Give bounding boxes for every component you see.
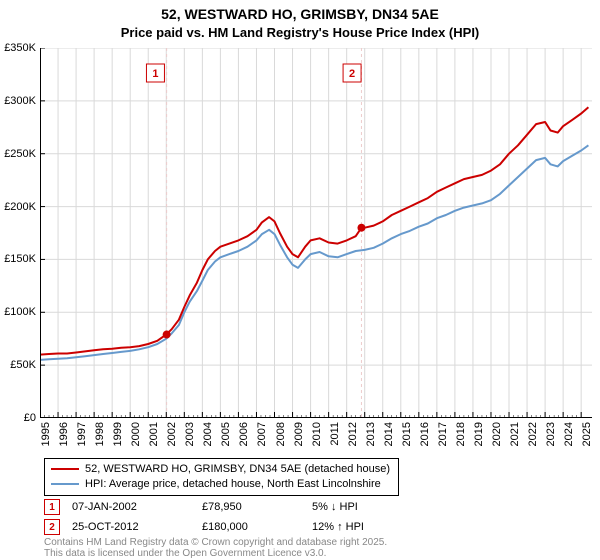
legend-label-property: 52, WESTWARD HO, GRIMSBY, DN34 5AE (deta…: [85, 462, 390, 477]
y-tick-label: £150K: [4, 253, 36, 265]
x-tick-label: 2015: [401, 422, 413, 446]
x-tick-label: 2022: [527, 422, 539, 446]
x-tick-label: 2009: [293, 422, 305, 446]
x-axis-labels: 1995 1996 1997 1998 1999 2000 2001 2002 2003 2004…: [40, 420, 592, 458]
legend-item-hpi: HPI: Average price, detached house, Nort…: [51, 477, 390, 492]
title-line-1: 52, WESTWARD HO, GRIMSBY, DN34 5AE: [0, 6, 600, 24]
y-tick-label: £250K: [4, 148, 36, 160]
x-tick-label: 1996: [58, 422, 70, 446]
y-tick-label: £100K: [4, 306, 36, 318]
y-tick-label: £50K: [10, 359, 36, 371]
x-tick-label: 2007: [256, 422, 268, 446]
sale-summary-rows: 1 07-JAN-2002 £78,950 5% ↓ HPI 2 25-OCT-…: [44, 497, 584, 537]
footer-attribution: Contains HM Land Registry data © Crown c…: [44, 537, 387, 559]
sale-date-1: 07-JAN-2002: [72, 501, 202, 513]
x-tick-label: 1997: [76, 422, 88, 446]
sale-row-2: 2 25-OCT-2012 £180,000 12% ↑ HPI: [44, 517, 584, 537]
x-tick-label: 1995: [40, 422, 52, 446]
x-tick-label: 2013: [365, 422, 377, 446]
x-tick-label: 2017: [437, 422, 449, 446]
x-tick-label: 2005: [220, 422, 232, 446]
x-tick-label: 1999: [112, 422, 124, 446]
x-tick-label: 2023: [545, 422, 557, 446]
sale-date-2: 25-OCT-2012: [72, 521, 202, 533]
chart-svg: 12: [40, 48, 592, 418]
x-tick-label: 2000: [130, 422, 142, 446]
y-tick-label: £0: [24, 412, 36, 424]
x-tick-label: 2010: [311, 422, 323, 446]
y-tick-label: £200K: [4, 201, 36, 213]
sale-delta-1: 5% ↓ HPI: [312, 501, 492, 513]
title-line-2: Price paid vs. HM Land Registry's House …: [0, 25, 600, 41]
sale-row-1: 1 07-JAN-2002 £78,950 5% ↓ HPI: [44, 497, 584, 517]
legend-label-hpi: HPI: Average price, detached house, Nort…: [85, 477, 381, 492]
x-tick-label: 2020: [491, 422, 503, 446]
x-tick-label: 2014: [383, 422, 395, 446]
x-tick-label: 2018: [455, 422, 467, 446]
y-tick-label: £350K: [4, 42, 36, 54]
sale-delta-2: 12% ↑ HPI: [312, 521, 492, 533]
x-tick-label: 2016: [419, 422, 431, 446]
x-tick-label: 2004: [202, 422, 214, 446]
x-tick-label: 2002: [166, 422, 178, 446]
svg-text:2: 2: [349, 68, 355, 80]
x-tick-label: 2003: [184, 422, 196, 446]
sale-price-2: £180,000: [202, 521, 312, 533]
y-tick-label: £300K: [4, 95, 36, 107]
x-tick-label: 2001: [148, 422, 160, 446]
x-tick-label: 2006: [238, 422, 250, 446]
sale-marker-1: 1: [44, 499, 60, 515]
x-tick-label: 2012: [347, 422, 359, 446]
x-tick-label: 2021: [509, 422, 521, 446]
chart-plot-area: 12: [40, 48, 592, 418]
sale-price-1: £78,950: [202, 501, 312, 513]
footer-line-1: Contains HM Land Registry data © Crown c…: [44, 537, 387, 548]
footer-line-2: This data is licensed under the Open Gov…: [44, 548, 387, 559]
x-tick-label: 2008: [275, 422, 287, 446]
x-tick-label: 1998: [94, 422, 106, 446]
y-axis-labels: £0£50K£100K£150K£200K£250K£300K£350K: [0, 48, 38, 418]
x-tick-label: 2011: [329, 422, 341, 446]
x-tick-label: 2024: [563, 422, 575, 446]
sale-marker-2: 2: [44, 519, 60, 535]
legend-box: 52, WESTWARD HO, GRIMSBY, DN34 5AE (deta…: [44, 458, 399, 496]
legend-item-property: 52, WESTWARD HO, GRIMSBY, DN34 5AE (deta…: [51, 462, 390, 477]
x-tick-label: 2019: [473, 422, 485, 446]
chart-title-block: 52, WESTWARD HO, GRIMSBY, DN34 5AE Price…: [0, 0, 600, 41]
legend-swatch-hpi: [51, 483, 79, 485]
svg-text:1: 1: [152, 68, 158, 80]
x-tick-label: 2025: [581, 422, 593, 446]
legend-swatch-property: [51, 468, 79, 470]
